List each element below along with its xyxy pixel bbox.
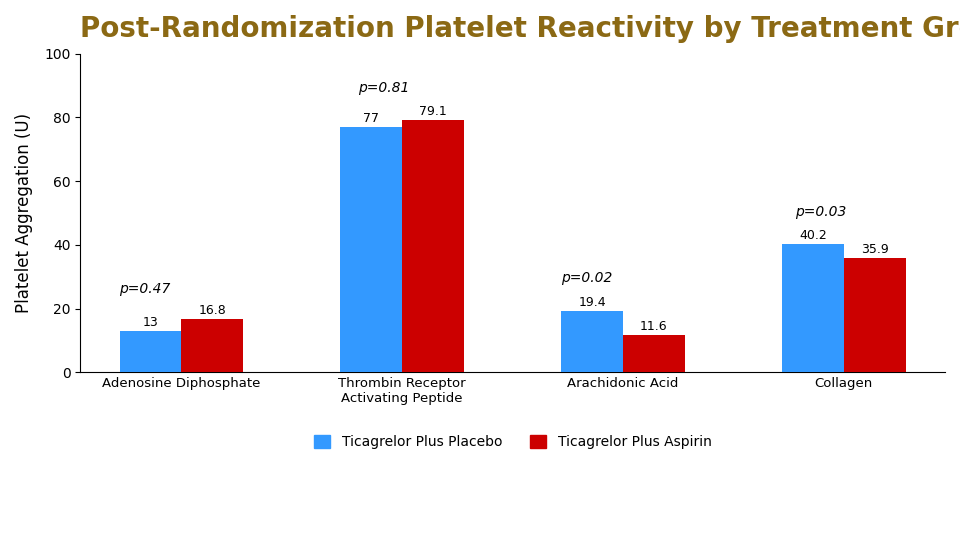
- Bar: [623, 335, 684, 372]
- Text: 79.1: 79.1: [420, 105, 447, 118]
- Text: 19.4: 19.4: [578, 295, 606, 308]
- Bar: [562, 310, 623, 372]
- Bar: [844, 258, 905, 372]
- Text: p=0.81: p=0.81: [358, 81, 409, 95]
- Text: 40.2: 40.2: [799, 230, 827, 242]
- Bar: [119, 331, 181, 372]
- Text: 35.9: 35.9: [861, 243, 889, 256]
- Bar: [181, 319, 243, 372]
- Bar: [341, 127, 402, 372]
- Text: 16.8: 16.8: [199, 304, 227, 317]
- Y-axis label: Platelet Aggregation (U): Platelet Aggregation (U): [15, 113, 33, 313]
- Bar: [402, 120, 464, 372]
- Legend: Ticagrelor Plus Placebo, Ticagrelor Plus Aspirin: Ticagrelor Plus Placebo, Ticagrelor Plus…: [308, 429, 717, 455]
- Text: 13: 13: [142, 316, 158, 329]
- Text: 77: 77: [363, 112, 379, 125]
- Text: Post-Randomization Platelet Reactivity by Treatment Group: Post-Randomization Platelet Reactivity b…: [81, 15, 960, 43]
- Text: p=0.47: p=0.47: [119, 282, 171, 296]
- Text: p=0.03: p=0.03: [795, 205, 847, 219]
- Bar: [782, 244, 844, 372]
- Text: p=0.02: p=0.02: [562, 271, 612, 285]
- Text: 11.6: 11.6: [640, 320, 668, 333]
